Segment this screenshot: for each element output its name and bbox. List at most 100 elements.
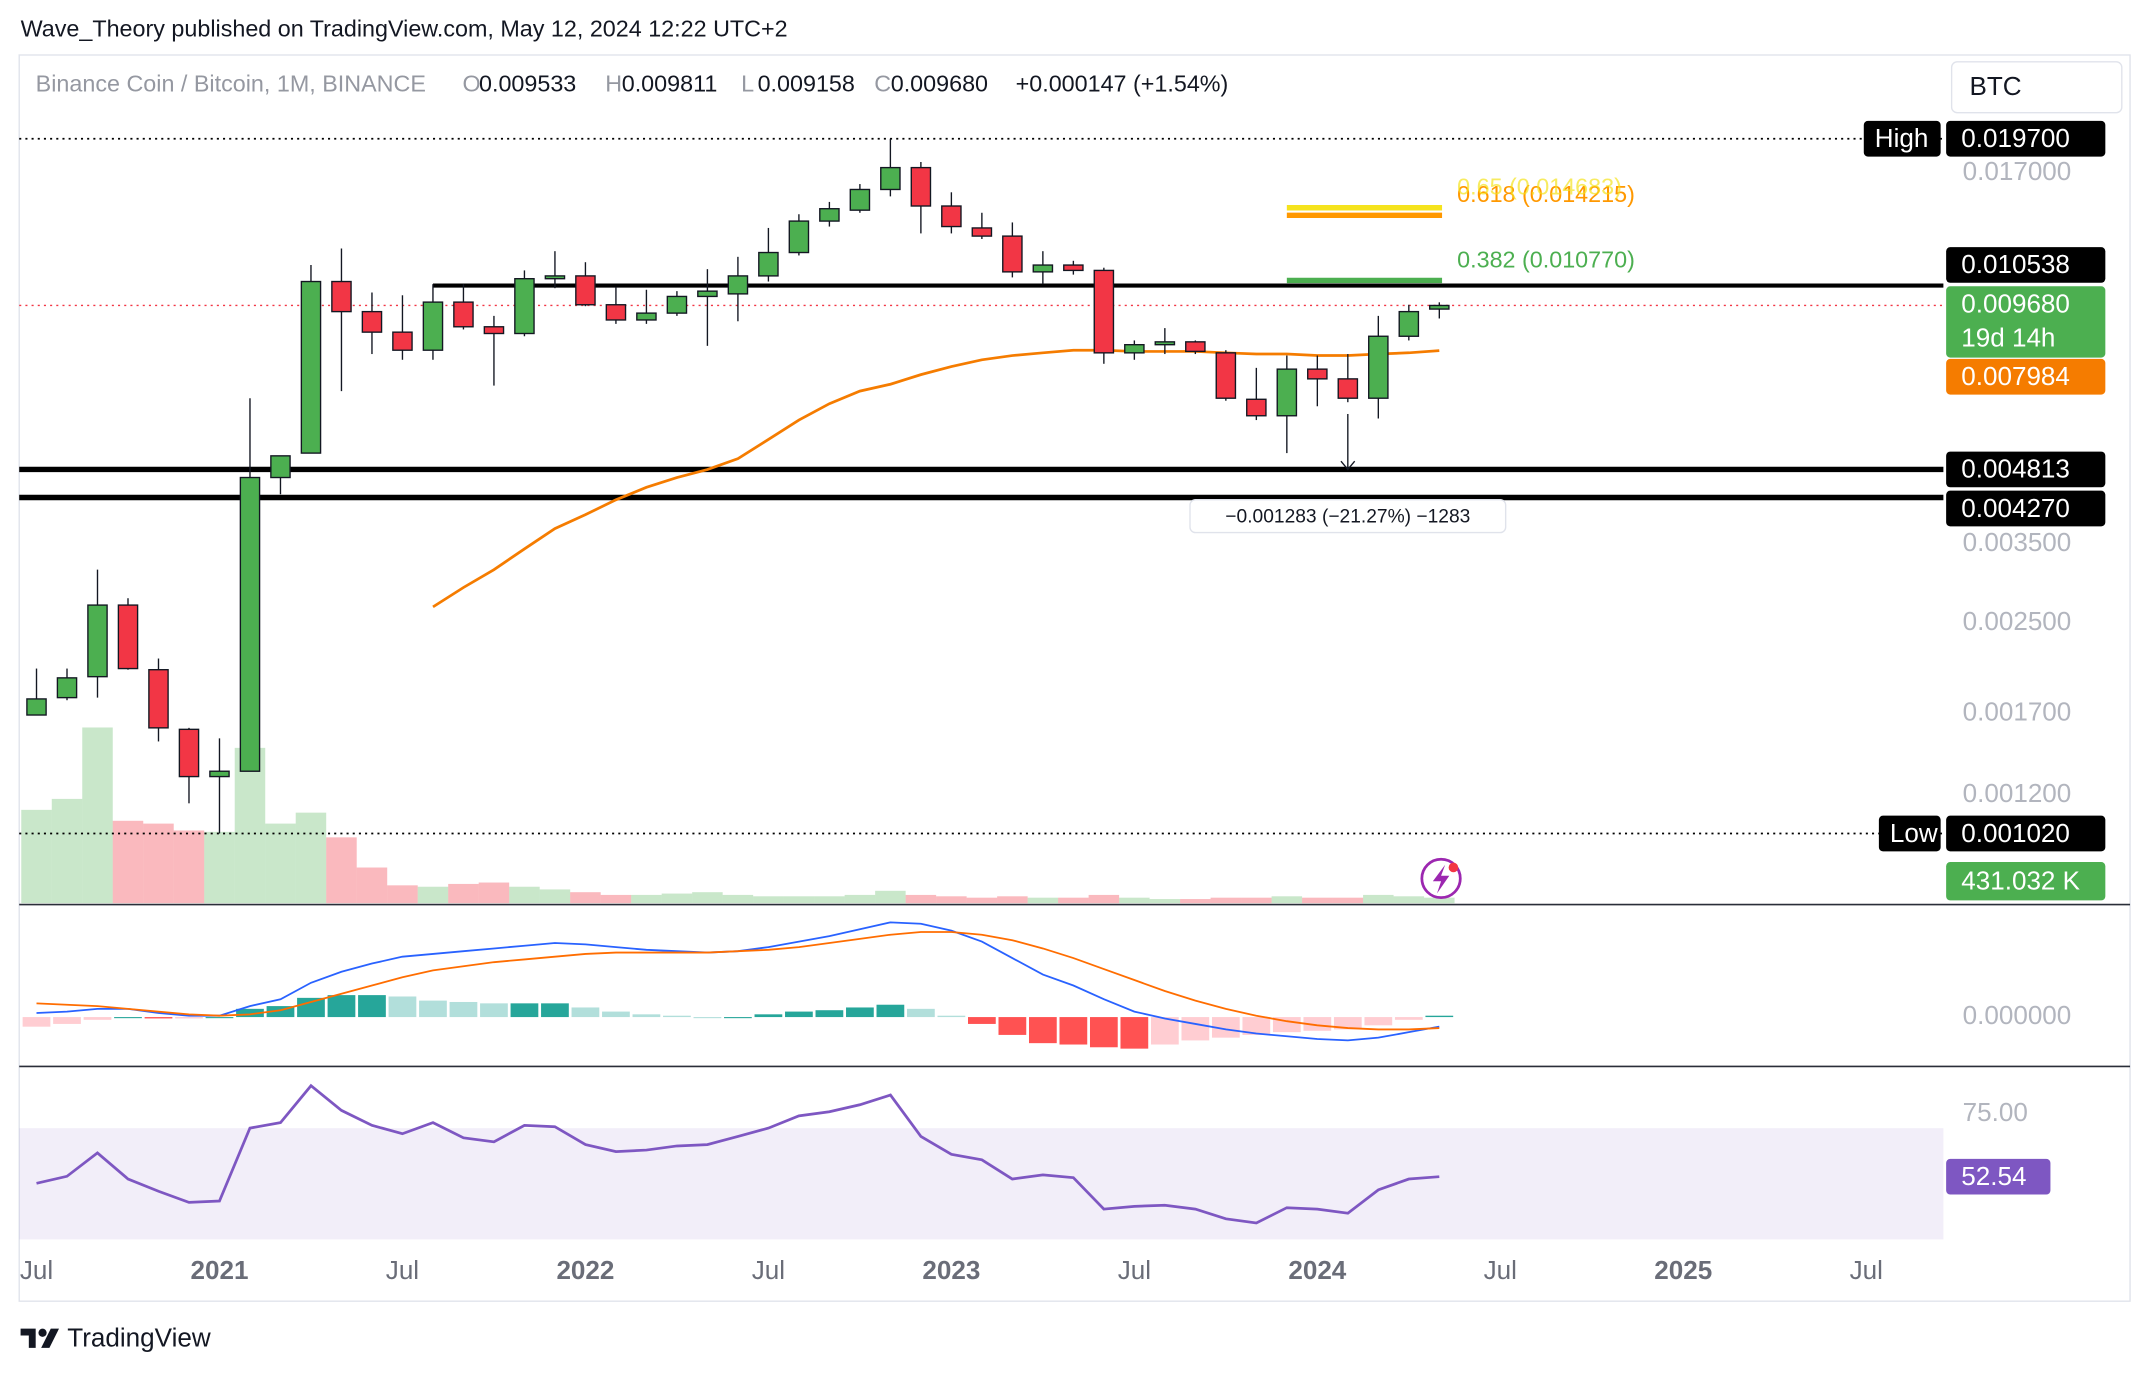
volume-bar	[539, 889, 571, 904]
histogram-bar	[205, 1017, 234, 1019]
histogram-bar	[327, 995, 356, 1018]
volume-bar	[356, 867, 388, 904]
candle-body	[971, 227, 993, 237]
candle-body	[56, 677, 78, 699]
lines-layer	[19, 137, 1944, 1225]
histogram-bar	[419, 1000, 447, 1018]
readout-key: C	[874, 70, 891, 96]
readout-key: H	[605, 70, 622, 96]
x-tick-label: 2024	[1288, 1255, 1346, 1285]
histogram-bar	[388, 996, 417, 1018]
footer-brand: TradingView	[67, 1322, 211, 1352]
fib-label: 0.618 (0.014215)	[1457, 181, 1635, 207]
rsi-band	[19, 1128, 1944, 1240]
price-line-label-box	[1946, 815, 2106, 852]
candle-body	[788, 220, 810, 254]
histogram-bar	[1089, 1017, 1118, 1048]
price-line-label: 0.001020	[1961, 818, 2070, 848]
y-tick-label: 0.001200	[1963, 778, 2072, 808]
price-line-name: Low	[1890, 818, 1938, 848]
histogram-bar	[358, 995, 386, 1018]
button-frame[interactable]	[1950, 61, 2123, 114]
volume-bar	[936, 896, 967, 904]
histogram-bar	[175, 1017, 203, 1019]
current-price-label: 0.009680	[1961, 288, 2070, 318]
histogram-bar	[1181, 1017, 1210, 1041]
histogram-bar	[1150, 1017, 1179, 1045]
candle-body	[819, 208, 840, 222]
readout-key: L	[741, 70, 754, 96]
candle-body	[666, 295, 688, 314]
candle-body	[544, 275, 566, 280]
readout-value: 0.009680	[891, 70, 988, 96]
logo-part	[41, 1328, 60, 1348]
histogram-bar	[114, 1017, 142, 1019]
histogram-bar	[1211, 1017, 1240, 1038]
publisher: Wave_Theory published on TradingView.com…	[21, 15, 788, 41]
readout-key: O	[463, 70, 481, 96]
candle-body	[514, 278, 535, 335]
y-tick-label: 0.002500	[1963, 606, 2072, 636]
volume-bar	[905, 894, 937, 904]
histogram-bar	[1028, 1017, 1057, 1044]
volume-bar	[173, 830, 205, 904]
x-tick-label: Jul	[1118, 1255, 1151, 1285]
candle-body	[727, 275, 749, 295]
fib-label: 0.65 (0.014683)	[1457, 174, 1622, 200]
volume-bar	[1088, 894, 1120, 904]
candle-body	[880, 166, 901, 191]
rsi-label: 52.54	[1961, 1161, 2026, 1191]
volume-bar	[1302, 897, 1333, 904]
logo-part	[38, 1328, 47, 1337]
candle-body	[1368, 335, 1389, 399]
histogram-bar	[22, 1017, 51, 1027]
button-label[interactable]: BTC	[1969, 71, 2021, 101]
candle-body	[87, 604, 108, 678]
volume-bar	[1393, 896, 1425, 904]
price-line-label: 0.010538	[1961, 249, 2070, 279]
icon-bolt	[1432, 864, 1450, 894]
y-tick-label: 0.001700	[1963, 697, 2072, 727]
x-tick-label: Jul	[20, 1255, 53, 1285]
histogram-bar	[785, 1011, 813, 1018]
fib-label: 0.382 (0.010770)	[1457, 246, 1635, 272]
ma-label-box	[1946, 358, 2106, 395]
volume-bar	[1027, 897, 1059, 904]
volume-bar	[1241, 897, 1272, 904]
x-tick-label: Jul	[1850, 1255, 1883, 1285]
volume-bar	[1180, 899, 1211, 904]
chart-frame	[18, 54, 2131, 1302]
volume-bar	[783, 896, 815, 904]
x-tick-label: 2025	[1654, 1255, 1712, 1285]
volume-bar	[234, 747, 266, 904]
current-price-box	[1946, 286, 2106, 358]
histogram-bar	[968, 1017, 996, 1024]
histogram-bar	[663, 1015, 691, 1018]
measure-label: −0.001283 (−21.27%) −1283	[1225, 507, 1470, 528]
volume-bar	[600, 894, 632, 904]
volume-bar	[966, 897, 998, 904]
candle-body	[910, 166, 932, 207]
price-line-name-box	[1863, 120, 1941, 157]
histogram-bar	[541, 1003, 569, 1018]
indicator-line	[36, 931, 1440, 1031]
volume-bar	[753, 896, 784, 904]
volume-bar	[722, 894, 754, 904]
symbol: Binance Coin / Bitcoin, 1M, BINANCE	[36, 70, 426, 96]
icon-dot	[1448, 862, 1459, 873]
y-tick-label: 0.003500	[1963, 527, 2072, 557]
volume-bar	[1332, 897, 1364, 904]
price-line-label: 0.004270	[1961, 493, 2070, 523]
indicator-line	[36, 1083, 1440, 1225]
volume-bar	[1210, 897, 1242, 904]
volume-bar	[417, 886, 449, 904]
histogram-bar	[998, 1017, 1027, 1035]
candle-body	[453, 301, 474, 328]
volume-bar	[1363, 894, 1394, 904]
candle-body	[392, 331, 413, 351]
volume-bar	[1424, 897, 1455, 904]
candle-body	[1215, 352, 1237, 399]
button[interactable]: BTC	[1950, 61, 2123, 114]
volume-bar	[51, 798, 83, 904]
